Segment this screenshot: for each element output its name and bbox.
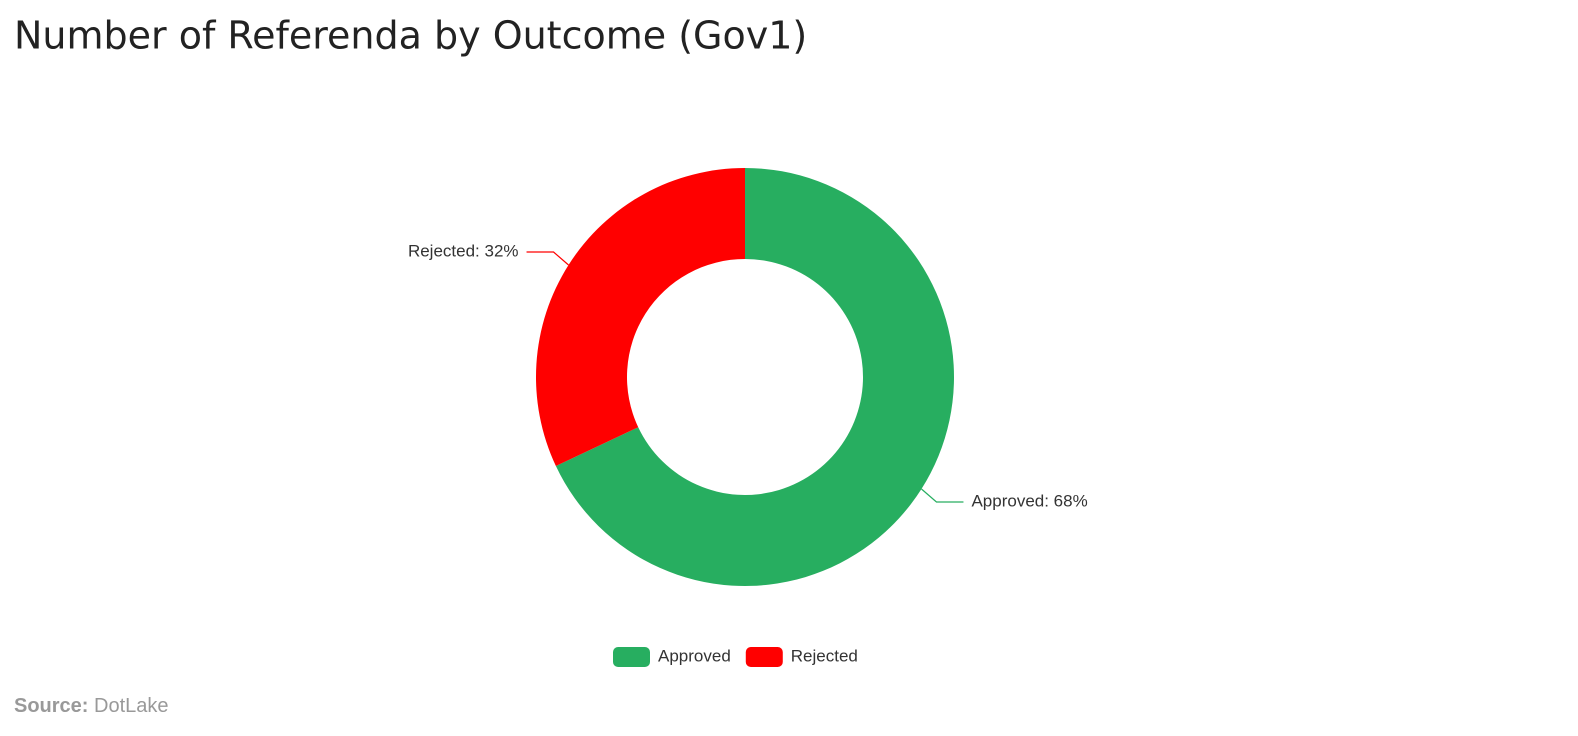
donut-slice xyxy=(536,168,745,466)
data-label: Rejected: 32% xyxy=(408,241,519,260)
data-label: Approved: 68% xyxy=(971,491,1087,510)
legend-label: Rejected xyxy=(791,646,858,665)
source-label: Source: xyxy=(14,695,88,717)
leader-line xyxy=(921,488,964,503)
source: Source: DotLake xyxy=(14,695,169,717)
donut-slice xyxy=(555,168,954,586)
source-name: DotLake xyxy=(94,695,169,717)
legend-label: Approved xyxy=(658,646,731,665)
legend-swatch xyxy=(613,647,650,667)
chart-title: Number of Referenda by Outcome (Gov1) xyxy=(14,14,807,58)
legend-swatch xyxy=(745,647,783,667)
leader-line xyxy=(526,251,569,266)
